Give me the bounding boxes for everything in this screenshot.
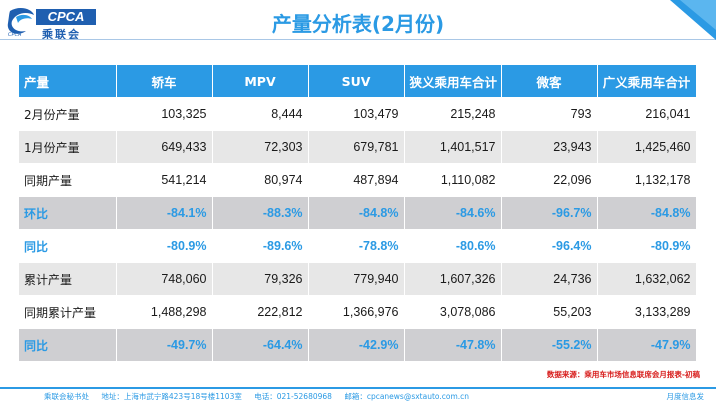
corner-decoration-icon	[670, 0, 716, 40]
table-cell: -42.9%	[308, 328, 405, 362]
table-cell: -80.9%	[597, 229, 697, 263]
logo-sub: CPCA	[8, 32, 22, 38]
table-row: 同期累计产量 1,488,298 222,812 1,366,976 3,078…	[19, 295, 697, 329]
row-label: 环比	[19, 196, 117, 230]
row-label: 同比	[19, 328, 117, 362]
header-cell: 广义乘用车合计	[597, 65, 697, 98]
table-cell: -88.3%	[212, 196, 309, 230]
table-cell: 22,096	[501, 163, 598, 197]
table-cell: 1,425,460	[597, 130, 697, 164]
footer-org: 乘联会秘书处	[44, 392, 89, 401]
table-cell: -84.8%	[597, 196, 697, 230]
footer-email: 邮箱：cpcanews@sxtauto.com.cn	[344, 392, 470, 401]
table-cell: 1,110,082	[404, 163, 502, 197]
table-row: 同比 -80.9% -89.6% -78.8% -80.6% -96.4% -8…	[19, 229, 697, 263]
table-row: 2月份产量 103,325 8,444 103,479 215,248 793 …	[19, 97, 697, 131]
table-cell: 793	[501, 97, 598, 131]
table-cell: 8,444	[212, 97, 309, 131]
page-title: 产量分析表(2月份)	[271, 12, 445, 36]
row-label: 1月份产量	[19, 130, 117, 164]
header-cell: 狭义乘用车合计	[404, 65, 502, 98]
table-cell: 80,974	[212, 163, 309, 197]
table-cell: -47.9%	[597, 328, 697, 362]
table-cell: 55,203	[501, 295, 598, 329]
header-cell: MPV	[212, 65, 309, 98]
table-cell: 1,488,298	[116, 295, 213, 329]
table-header-row: 产量 轿车 MPV SUV 狭义乘用车合计 微客 广义乘用车合计	[19, 65, 697, 98]
footer-address: 地址：上海市武宁路423号18号楼1103室	[101, 392, 242, 401]
table-cell: 487,894	[308, 163, 405, 197]
table-cell: 103,325	[116, 97, 213, 131]
header-cell: 轿车	[116, 65, 213, 98]
table-cell: 679,781	[308, 130, 405, 164]
table-cell: 649,433	[116, 130, 213, 164]
table-cell: 748,060	[116, 262, 213, 296]
table-cell: 79,326	[212, 262, 309, 296]
table-cell: 103,479	[308, 97, 405, 131]
table-row: 同比 -49.7% -64.4% -42.9% -47.8% -55.2% -4…	[19, 328, 697, 362]
table-cell: 72,303	[212, 130, 309, 164]
table-cell: -55.2%	[501, 328, 598, 362]
table-cell: -64.4%	[212, 328, 309, 362]
row-label: 累计产量	[19, 262, 117, 296]
table-cell: 779,940	[308, 262, 405, 296]
table-cell: 541,214	[116, 163, 213, 197]
logo-cn-name: 乘联会	[42, 28, 81, 41]
table-cell: 3,133,289	[597, 295, 697, 329]
cpca-swoosh-icon	[7, 8, 34, 34]
data-source-note: 数据来源：乘用车市场信息联席会月报表-初稿	[546, 370, 700, 379]
row-label: 2月份产量	[19, 97, 117, 131]
table-cell: -80.6%	[404, 229, 502, 263]
table-cell: 3,078,086	[404, 295, 502, 329]
table-cell: 23,943	[501, 130, 598, 164]
footer-phone: 电话：021-52680968	[254, 392, 332, 401]
cpca-logo: CPCA 乘联会 CPCA	[6, 5, 98, 41]
table-cell: 216,041	[597, 97, 697, 131]
footer-contact: 乘联会秘书处 地址：上海市武宁路423号18号楼1103室 电话：021-526…	[44, 391, 479, 402]
table-cell: -89.6%	[212, 229, 309, 263]
table-cell: -84.8%	[308, 196, 405, 230]
table-cell: -84.1%	[116, 196, 213, 230]
table-cell: -84.6%	[404, 196, 502, 230]
row-label: 同期累计产量	[19, 295, 117, 329]
table-cell: -47.8%	[404, 328, 502, 362]
header-cell: 微客	[501, 65, 598, 98]
table-cell: 215,248	[404, 97, 502, 131]
table-cell: -96.7%	[501, 196, 598, 230]
row-label: 同期产量	[19, 163, 117, 197]
table-cell: -78.8%	[308, 229, 405, 263]
table-row: 1月份产量 649,433 72,303 679,781 1,401,517 2…	[19, 130, 697, 164]
table-cell: 1,132,178	[597, 163, 697, 197]
table-row: 累计产量 748,060 79,326 779,940 1,607,326 24…	[19, 262, 697, 296]
table-cell: -49.7%	[116, 328, 213, 362]
logo-badge: CPCA	[36, 9, 96, 25]
header-divider	[0, 39, 716, 40]
table-row: 环比 -84.1% -88.3% -84.8% -84.6% -96.7% -8…	[19, 196, 697, 230]
table-row: 同期产量 541,214 80,974 487,894 1,110,082 22…	[19, 163, 697, 197]
table-cell: -80.9%	[116, 229, 213, 263]
table-cell: 1,401,517	[404, 130, 502, 164]
table-cell: 222,812	[212, 295, 309, 329]
header-cell: SUV	[308, 65, 405, 98]
header-cell: 产量	[19, 65, 117, 98]
table-cell: 1,366,976	[308, 295, 405, 329]
footer-right-label: 月度信息发	[666, 392, 705, 401]
production-table: 产量 轿车 MPV SUV 狭义乘用车合计 微客 广义乘用车合计 2月份产量 1…	[19, 65, 697, 362]
table-cell: 1,632,062	[597, 262, 697, 296]
table-cell: -96.4%	[501, 229, 598, 263]
footer-divider	[0, 387, 716, 389]
row-label: 同比	[19, 229, 117, 263]
table-cell: 24,736	[501, 262, 598, 296]
table-cell: 1,607,326	[404, 262, 502, 296]
